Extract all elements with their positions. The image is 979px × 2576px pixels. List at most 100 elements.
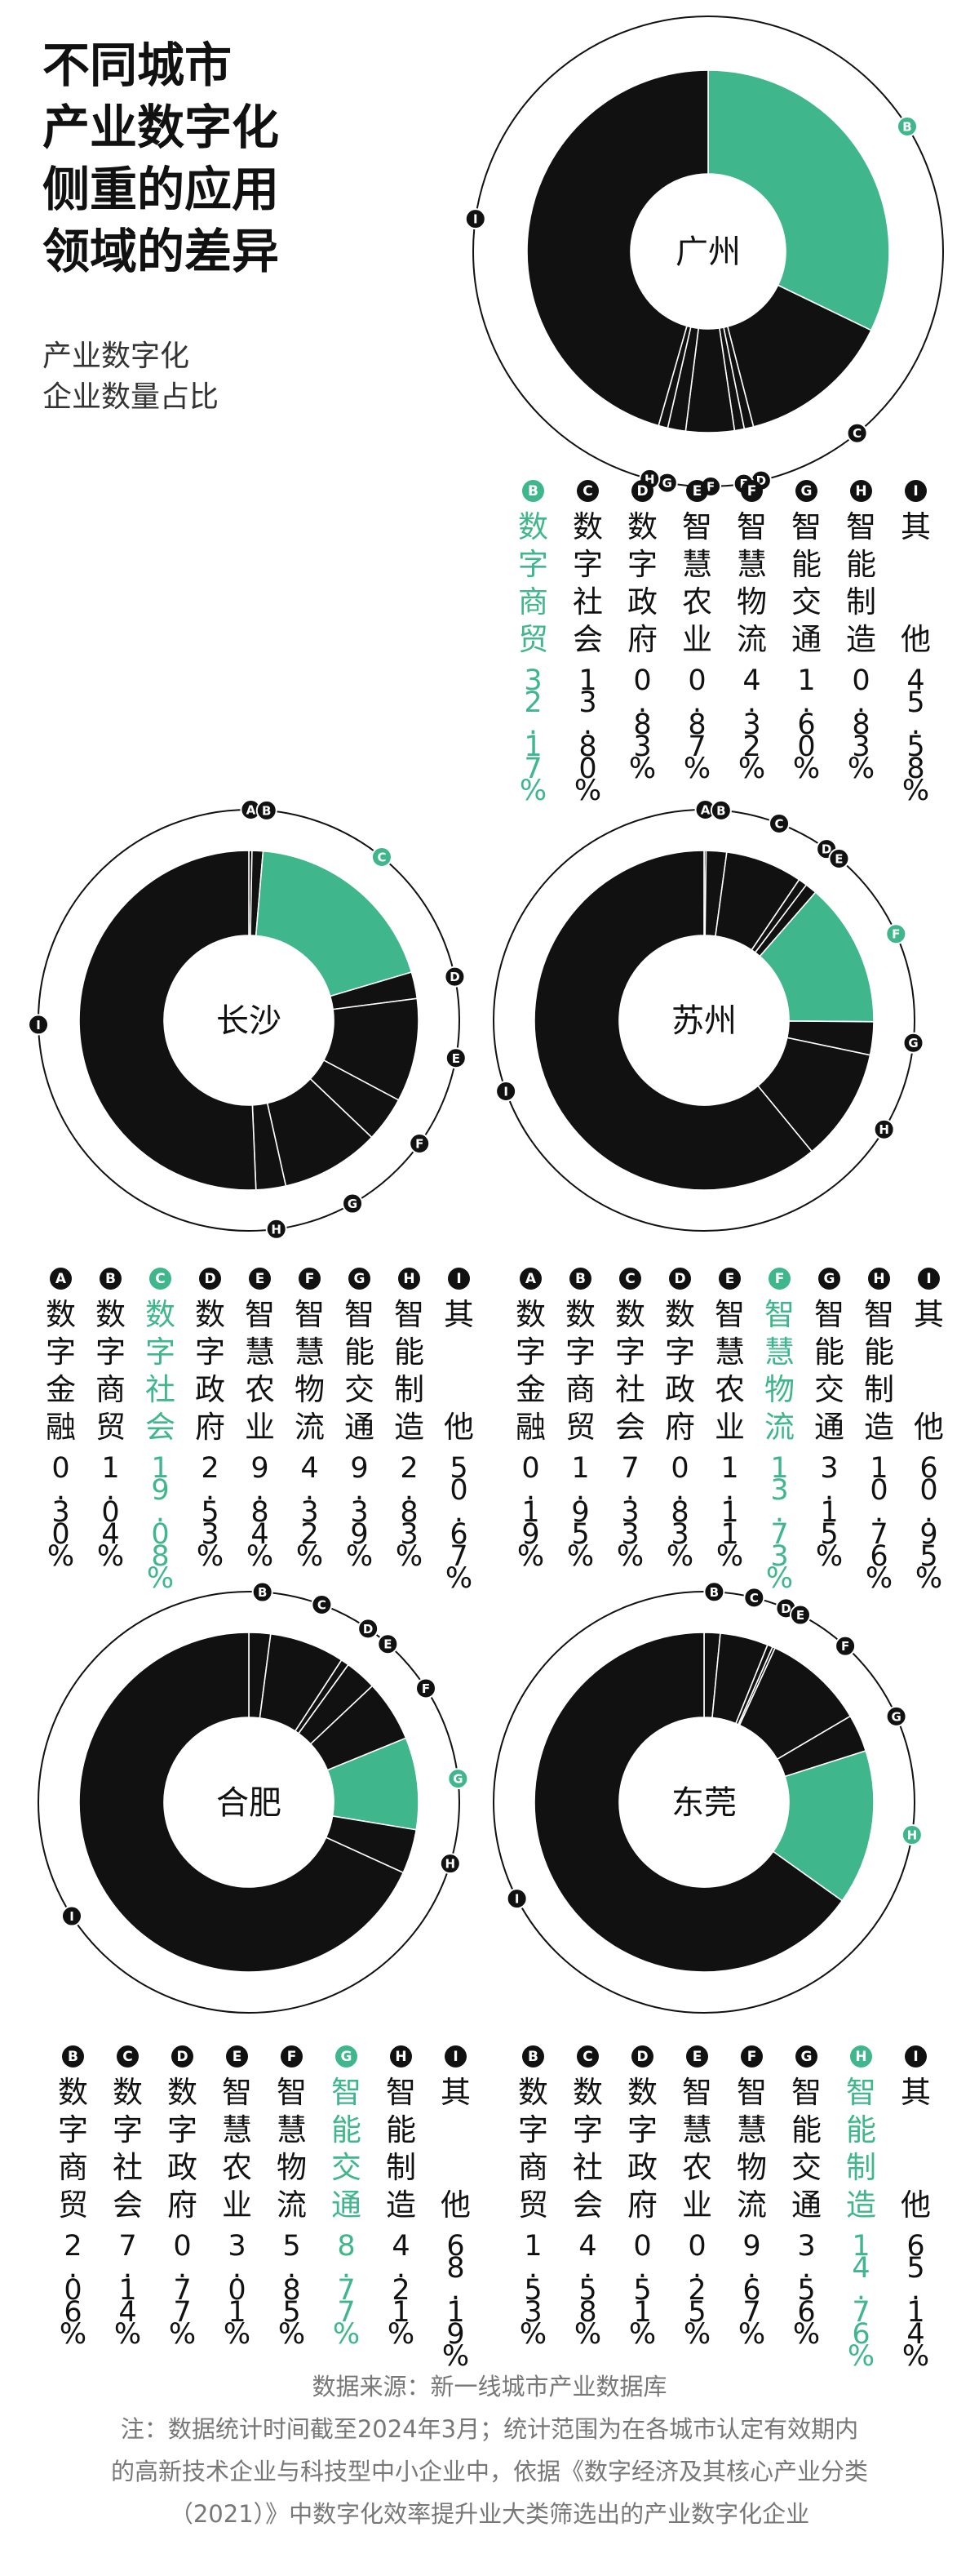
marker-letter: E	[796, 1608, 804, 1623]
title-line: 不同城市	[42, 38, 233, 93]
marker-H: H	[439, 1853, 461, 1875]
legend-value: 0. 8 3%	[628, 664, 657, 785]
legend-badge: B	[522, 2045, 544, 2067]
marker-letter: A	[701, 803, 711, 818]
legend-badge: C	[619, 1268, 641, 1290]
legend-label: 其他	[901, 509, 931, 657]
legend-label: 数字商贸	[518, 2075, 548, 2223]
legend-badge: I	[448, 1268, 470, 1290]
marker-dot	[828, 848, 850, 870]
marker-letter: E	[452, 1051, 460, 1066]
legend-badge: D	[631, 2045, 653, 2067]
marker-B: B	[255, 799, 277, 821]
marker-dot	[846, 422, 868, 444]
marker-H: H	[873, 1118, 895, 1140]
marker-dot	[255, 799, 277, 821]
legend-badge: G	[795, 2045, 817, 2067]
marker-letter: H	[879, 1122, 889, 1137]
marker-H: H	[901, 1824, 923, 1846]
legend-label: 数字政府	[195, 1297, 225, 1445]
legend-value: 0. 5 1%	[628, 2230, 657, 2351]
marker-I: I	[60, 1905, 82, 1927]
legend-item-B: B 数字商贸 1. 5 3%	[506, 2045, 560, 2368]
legend-item-B: B 数字商贸 2. 0 6%	[46, 2045, 100, 2368]
legend-badge: B	[522, 480, 544, 502]
marker-dot	[743, 1587, 765, 1609]
marker-letter: C	[775, 816, 784, 831]
legend-badge: C	[149, 1268, 171, 1290]
legend-label: 智慧农业	[682, 2075, 712, 2223]
marker-E: E	[445, 1047, 467, 1069]
marker-letter: C	[750, 1591, 759, 1606]
page-subtitle: 产业数字化 企业数量占比	[42, 336, 303, 418]
legend-value: 2. 5 3%	[196, 1452, 224, 1573]
legend-item-H: H 智能制造 0. 8 3%	[834, 480, 888, 802]
marker-letter: C	[377, 850, 386, 864]
legend-badge: C	[577, 480, 599, 502]
legend-value: 9. 8 4%	[246, 1452, 274, 1573]
marker-E: E	[377, 1633, 399, 1655]
legend-item-B: B 数字商贸 3 2. 1 7%	[506, 480, 560, 806]
legend-badge: H	[398, 1268, 420, 1290]
legend-label: 数字社会	[573, 509, 603, 657]
outer-ring	[38, 1591, 460, 2014]
marker-letter: I	[69, 1909, 74, 1924]
legend-label: 数字政府	[627, 509, 658, 657]
city-name: 东莞	[671, 1784, 737, 1822]
legend-label: 智慧物流	[295, 1297, 325, 1445]
legend-item-D: D 数字政府 0. 5 1%	[615, 2045, 670, 2368]
legend-label: 智慧农业	[682, 509, 712, 657]
legend-value: 7. 1 4%	[113, 2230, 142, 2351]
legend-label: 数字政府	[627, 2075, 658, 2223]
legend-label: 其他	[914, 1297, 944, 1445]
marker-letter: B	[262, 803, 271, 818]
legend-item-C: C 数字社会 1 9. 0 8%	[135, 1268, 185, 1593]
marker-letter: B	[258, 1585, 267, 1600]
legend-badge: G	[795, 480, 817, 502]
legend-4: B 数字商贸 1. 5 3% C 数字社会 4. 5 8% D 数字政府 0. 5 1% E 智慧农业 0. 2 5%…	[506, 2045, 943, 2371]
legend-item-C: C 数字社会 7. 1 4%	[100, 2045, 155, 2368]
footer-note: 注：数据统计时间截至2024年3月；统计范围为在各城市认定有效期内	[120, 2415, 859, 2443]
legend-value: 1. 0 4%	[96, 1452, 125, 1573]
legend-value: 1. 9 5%	[566, 1452, 595, 1573]
legend-badge: G	[348, 1268, 370, 1290]
marker-D: D	[357, 1618, 379, 1640]
legend-badge: F	[741, 2045, 763, 2067]
legend-item-G: G 智能交通 9. 3 9%	[334, 1268, 384, 1590]
marker-letter: G	[348, 1197, 357, 1211]
legend-label: 数字金融	[46, 1297, 76, 1445]
marker-C: C	[769, 812, 791, 834]
legend-label: 智慧物流	[764, 1297, 795, 1445]
marker-dot	[901, 1824, 923, 1846]
legend-value: 0. 8 3%	[666, 1452, 694, 1573]
legend-value: 0. 3 0%	[47, 1452, 75, 1573]
legend-value: 9. 6 7%	[738, 2230, 766, 2351]
page-title: 不同城市 产业数字化 侧重的应用 领域的差异	[42, 34, 385, 282]
marker-dot	[896, 115, 918, 137]
legend-item-H: H 智能制造 2. 8 3%	[384, 1268, 434, 1590]
legend-item-E: E 智慧农业 9. 8 4%	[235, 1268, 285, 1590]
footer-note: （2021）》中数字化效率提升业大类筛选出的产业数字化企业	[169, 2500, 810, 2528]
marker-letter: F	[422, 1681, 430, 1696]
legend-item-H: H 智能制造 4. 2 1%	[374, 2045, 428, 2368]
legend-badge: D	[669, 1268, 691, 1290]
marker-dot	[342, 1193, 364, 1215]
legend-item-C: C 数字社会 1 3. 8 0%	[560, 480, 615, 806]
marker-G: G	[447, 1768, 469, 1790]
donut-chart-0: BCDEFGHI广州	[464, 16, 944, 497]
slice-H	[772, 1749, 875, 1902]
legend-item-A: A 数字金融 0. 3 0%	[36, 1268, 86, 1590]
marker-C: C	[743, 1587, 765, 1609]
legend-label: 智慧农业	[245, 1297, 275, 1445]
legend-badge: C	[117, 2045, 139, 2067]
marker-letter: D	[781, 1601, 791, 1616]
marker-H: H	[265, 1218, 287, 1240]
subtitle-line: 产业数字化	[42, 340, 190, 373]
city-name: 广州	[676, 233, 741, 271]
marker-B: B	[703, 1581, 725, 1603]
marker-dot	[311, 1593, 333, 1615]
legend-value: 0. 7 7%	[168, 2230, 197, 2351]
legend-item-C: C 数字社会 7. 3 3%	[605, 1268, 655, 1590]
legend-item-D: D 数字政府 0. 8 3%	[615, 480, 670, 802]
legend-label: 其他	[441, 2075, 471, 2223]
